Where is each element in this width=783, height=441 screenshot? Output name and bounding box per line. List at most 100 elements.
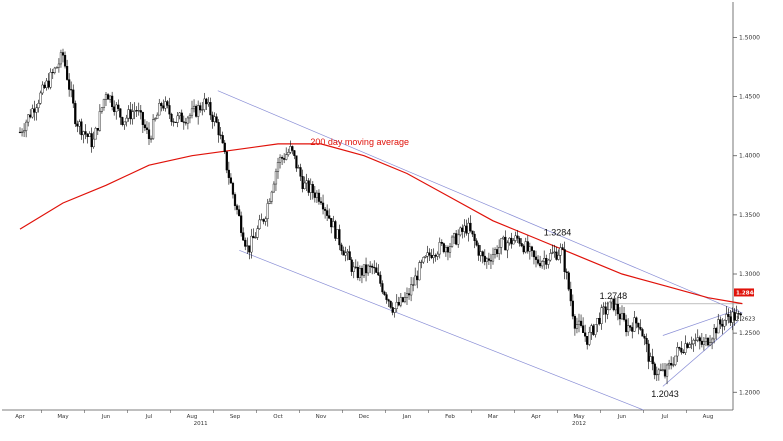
- candle-body-0: [18, 131, 22, 133]
- candle-body-149: [323, 208, 327, 211]
- candle-body-47: [115, 104, 118, 112]
- candle-body-196: [420, 261, 423, 263]
- candle-body-48: [117, 104, 120, 109]
- x-month-label-7: Nov: [316, 414, 327, 420]
- candle-body-91: [205, 98, 208, 105]
- candle-body-299: [631, 327, 634, 332]
- candle-body-84: [190, 108, 194, 116]
- candle-body-281: [594, 324, 597, 335]
- candle-body-45: [111, 95, 114, 108]
- candle-body-20: [59, 52, 63, 65]
- candle-body-323: [680, 348, 683, 353]
- candle-body-74: [170, 113, 173, 122]
- candle-body-88: [199, 105, 202, 111]
- candle-body-231: [491, 254, 495, 262]
- candle-body-271: [573, 316, 577, 329]
- candle-body-263: [557, 255, 560, 260]
- candle-body-327: [688, 344, 691, 348]
- candle-body-46: [113, 106, 116, 112]
- candle-body-34: [88, 133, 91, 137]
- candle-body-305: [643, 336, 646, 339]
- candle-body-230: [489, 260, 493, 262]
- candle-body-245: [520, 243, 523, 247]
- candle-body-37: [94, 128, 97, 140]
- candle-body-135: [295, 155, 298, 169]
- candle-body-164: [354, 266, 357, 268]
- candle-body-16: [51, 72, 54, 74]
- candle-body-53: [127, 109, 130, 119]
- candle-body-115: [254, 237, 257, 239]
- candle-body-142: [309, 184, 312, 193]
- candle-body-143: [311, 184, 314, 193]
- candle-body-139: [303, 182, 306, 189]
- candle-body-237: [504, 236, 507, 251]
- candle-body-67: [156, 114, 159, 119]
- candle-body-315: [663, 369, 667, 377]
- candle-body-195: [418, 262, 421, 281]
- candle-body-80: [182, 121, 185, 123]
- candle-body-154: [334, 221, 337, 239]
- candle-body-179: [385, 294, 388, 300]
- candle-body-120: [264, 218, 267, 222]
- candle-body-290: [612, 298, 615, 311]
- candle-body-312: [657, 369, 660, 375]
- candle-body-248: [526, 241, 529, 252]
- trend-line-channel-top: [217, 90, 743, 314]
- candle-body-128: [280, 157, 284, 159]
- candle-body-233: [495, 249, 499, 254]
- price-annotation-2: 1.2043: [651, 389, 679, 399]
- candle-body-7: [33, 108, 36, 113]
- candle-body-268: [567, 272, 570, 290]
- candle-body-168: [362, 264, 366, 276]
- candle-body-125: [274, 171, 278, 185]
- candle-body-86: [194, 105, 198, 117]
- candle-body-243: [516, 235, 519, 239]
- x-month-label-12: Apr: [531, 414, 541, 420]
- candle-body-173: [373, 267, 376, 269]
- candle-body-249: [528, 246, 531, 252]
- candle-body-326: [686, 343, 689, 348]
- plot-frame: [2, 2, 734, 411]
- candle-body-344: [723, 320, 726, 327]
- candle-body-1: [20, 131, 24, 133]
- candle-body-220: [469, 222, 472, 232]
- x-month-label-0: Apr: [15, 414, 25, 420]
- candle-body-254: [538, 263, 542, 267]
- y-tick-label-5: 1.2500: [739, 330, 760, 337]
- candle-body-191: [409, 284, 413, 296]
- candle-body-232: [493, 249, 497, 255]
- x-month-label-6: Oct: [273, 414, 283, 420]
- candle-body-8: [35, 107, 38, 113]
- candle-body-77: [176, 115, 179, 123]
- candle-body-307: [647, 343, 650, 362]
- candle-body-266: [563, 249, 566, 272]
- candle-body-138: [301, 176, 304, 189]
- candle-body-65: [151, 119, 155, 139]
- candle-body-318: [670, 363, 673, 366]
- candle-body-94: [211, 114, 214, 122]
- candle-body-286: [604, 306, 607, 315]
- trend-line-wedge-bottom: [662, 321, 739, 387]
- candle-body-15: [49, 72, 52, 88]
- candle-body-314: [661, 369, 665, 371]
- candle-body-282: [596, 318, 599, 325]
- candle-body-350: [735, 313, 738, 321]
- candle-body-351: [737, 313, 740, 315]
- candle-body-170: [366, 265, 370, 274]
- candle-body-216: [461, 227, 464, 232]
- candle-body-187: [401, 297, 405, 302]
- candle-body-210: [448, 246, 452, 253]
- candle-body-258: [547, 259, 550, 265]
- candle-body-61: [143, 124, 147, 129]
- candle-body-205: [438, 242, 441, 255]
- candle-body-78: [178, 112, 181, 117]
- candle-body-63: [147, 129, 151, 139]
- candle-body-206: [440, 242, 443, 244]
- candle-body-292: [616, 304, 620, 315]
- candle-body-160: [346, 251, 349, 254]
- candle-body-57: [135, 110, 138, 112]
- candle-body-328: [690, 343, 693, 345]
- y-tick-label-6: 1.2000: [739, 389, 760, 396]
- candle-body-275: [581, 325, 585, 333]
- candle-body-72: [166, 101, 169, 106]
